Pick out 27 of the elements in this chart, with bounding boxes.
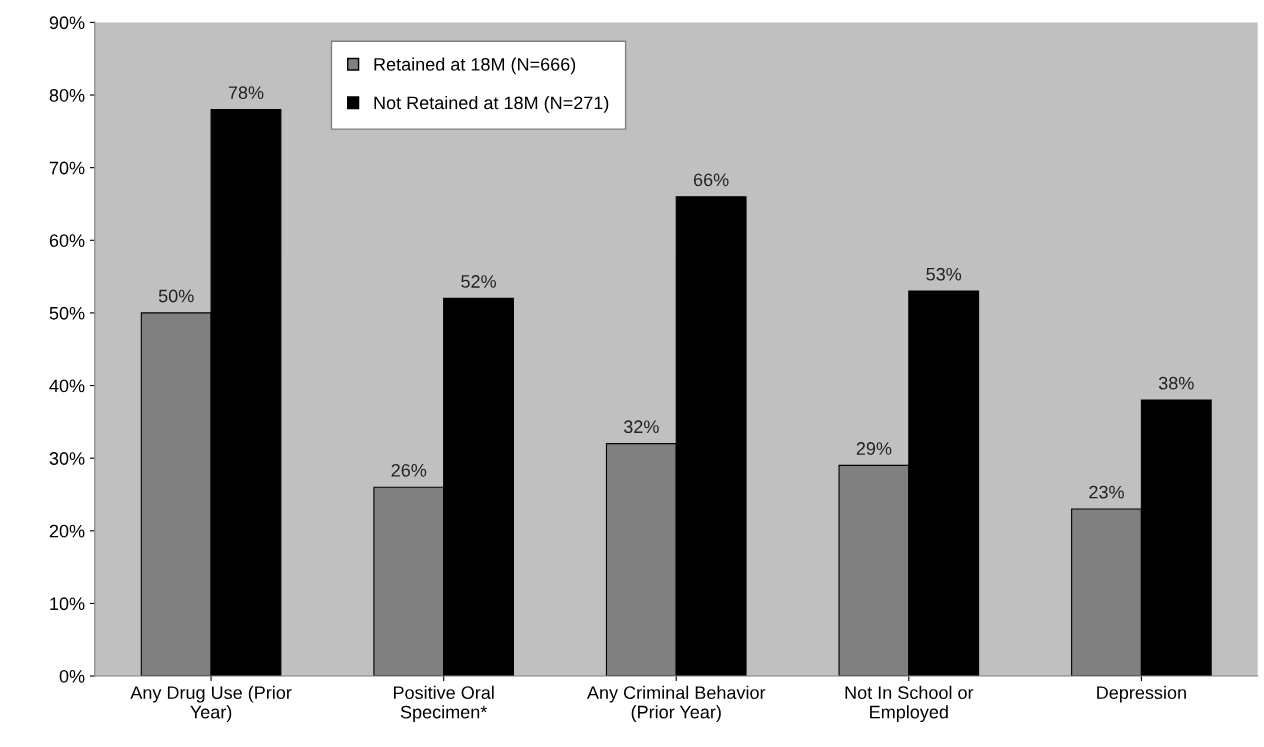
- y-tick-label: 20%: [49, 524, 85, 538]
- y-tick-label: 40%: [49, 379, 85, 393]
- legend-label: Not Retained at 18M (N=271): [374, 95, 609, 113]
- data-label: 52%: [461, 275, 496, 288]
- x-tick-label: Positive Oral Specimen*: [393, 685, 494, 723]
- data-label: 78%: [228, 86, 264, 100]
- data-label: 32%: [623, 420, 659, 434]
- y-tick-label: 0%: [59, 669, 85, 683]
- x-tick-label: Depression: [1097, 685, 1186, 703]
- y-tick-label: 80%: [49, 88, 85, 102]
- data-label: 53%: [926, 267, 962, 281]
- data-label: 29%: [856, 442, 892, 455]
- y-tick-label: 10%: [50, 597, 85, 611]
- y-tick-label: 50%: [49, 306, 85, 320]
- y-tick-label: 30%: [49, 452, 85, 465]
- data-label: 66%: [693, 173, 729, 187]
- data-label: 26%: [391, 463, 427, 477]
- legend-label: Retained at 18M (N=666): [374, 57, 576, 75]
- y-tick-label: 70%: [49, 161, 85, 175]
- x-tick-label: Any Criminal Behavior (Prior Year): [586, 685, 766, 723]
- data-label: 23%: [1089, 485, 1124, 499]
- x-tick-label: Any Drug Use (Prior Year): [130, 685, 292, 723]
- y-tick-label: 90%: [49, 16, 85, 30]
- data-label: 50%: [158, 289, 194, 303]
- y-tick-label: 60%: [49, 234, 85, 248]
- data-label: 38%: [1158, 376, 1194, 390]
- x-tick-label: Not In School or Employed: [845, 685, 974, 723]
